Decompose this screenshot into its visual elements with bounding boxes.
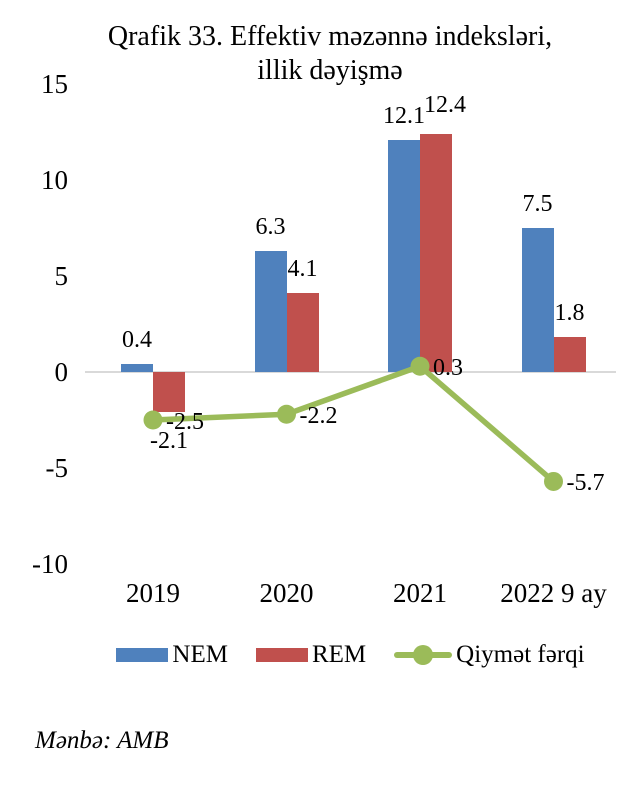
bar-value-label-nem-2019: 0.4 (122, 327, 152, 354)
legend-item-qiym-t-f-rqi: Qiymət fərqi (394, 641, 585, 669)
legend-item-nem: NEM (116, 641, 228, 669)
bar-value-label-nem-2022-9-ay: 7.5 (522, 191, 553, 217)
bar-rem-2021 (420, 133, 452, 372)
legend-swatch-nem (116, 648, 169, 662)
line-marker-2022-9-ay (544, 471, 563, 491)
bar-nem-2019 (121, 364, 153, 372)
line-marker-2020 (277, 404, 296, 424)
line-marker-2019 (143, 410, 163, 430)
y-axis-label-10: 10 (41, 165, 68, 195)
bar-rem-2022-9-ay (553, 337, 586, 372)
y-axis-label-0: 0 (54, 357, 69, 387)
chart-title-line1: Qrafik 33. Effektiv məzənnə indeksləri, (107, 21, 553, 52)
legend-label-rem: REM (311, 641, 367, 668)
bar-nem-2022-9-ay (521, 228, 554, 372)
category-label-2019: 2019 (126, 578, 180, 608)
legend-item-rem: REM (255, 641, 367, 669)
legend: NEM REM Qiymət fərqi (85, 638, 616, 672)
legend-line-dot (413, 645, 434, 665)
line-value-label-2019: -2.5 (166, 409, 204, 435)
category-label-2020: 2020 (259, 578, 314, 608)
y-axis-label-5: 5 (54, 261, 69, 291)
source-note: Mənbə: AMB (35, 727, 169, 754)
bar-value-label-nem-2020: 6.3 (255, 214, 286, 241)
bar-value-label-rem-2022-9-ay: 1.8 (554, 300, 585, 327)
bar-value-label-nem-2021: 12.1 (383, 102, 425, 129)
bar-value-label-rem-2020: 4.1 (287, 256, 318, 283)
line-value-label-2022-9-ay: -5.7 (566, 470, 605, 497)
bar-rem-2020 (286, 293, 319, 372)
bar-rem-2019 (153, 372, 185, 413)
bar-value-label-rem-2021: 12.4 (424, 91, 466, 118)
legend-label-qiym-t-f-rqi: Qiymət fərqi (456, 641, 585, 668)
legend-line-marker-qiym-t-f-rqi (394, 645, 453, 665)
y-axis-label--10: -10 (32, 549, 68, 579)
line-value-label-2020: -2.2 (299, 403, 338, 430)
chart-title: Qrafik 33. Effektiv məzənnə indeksləri, … (40, 20, 620, 88)
line-value-label-2021: 0.3 (433, 355, 463, 382)
bar-nem-2020 (254, 251, 287, 372)
plot-area: 15 10 5 0 -5 -10 0.4 -2.1 2019 6.3 4.1 2020 12.1 12.4… (32, 69, 616, 608)
bar-nem-2021 (388, 139, 420, 372)
y-axis-label-15: 15 (41, 69, 68, 99)
chart-title-line2: illik dəyişmə (257, 55, 403, 86)
category-label-2022-9-ay: 2022 9 ay (500, 578, 607, 608)
legend-label-nem: NEM (172, 641, 228, 668)
y-axis-label--5: -5 (45, 453, 69, 483)
category-label-2021: 2021 (393, 578, 447, 608)
legend-swatch-rem (255, 648, 308, 662)
